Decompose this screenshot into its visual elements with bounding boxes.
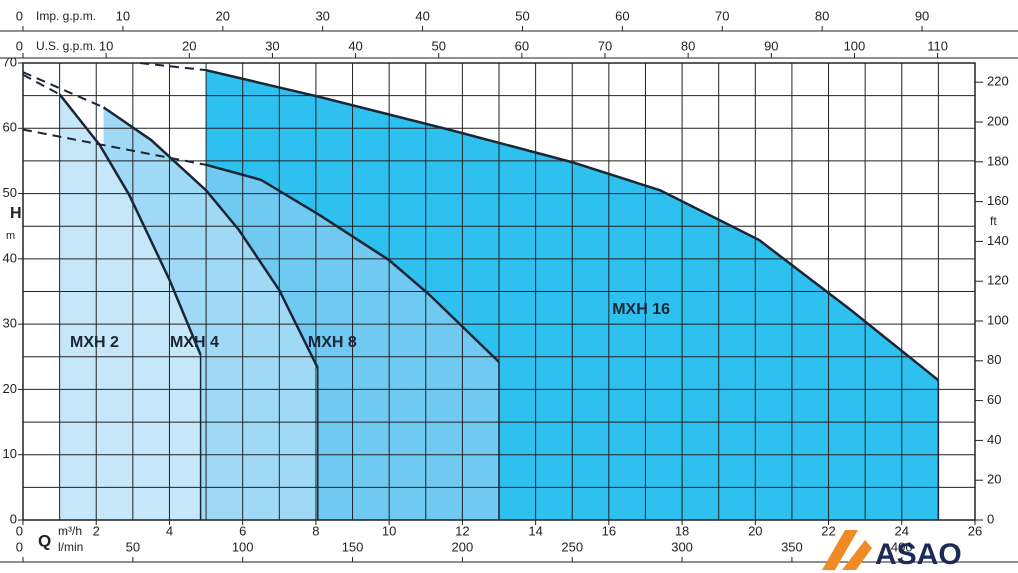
axis-unit: Imp. g.p.m. [36, 9, 96, 23]
x-tick-label: 10 [116, 8, 130, 23]
x-tick-label: 24 [895, 523, 909, 538]
x-tick-label: 100 [844, 38, 866, 53]
series-label: MXH 16 [612, 301, 670, 318]
x-tick-label: 2 [93, 523, 100, 538]
y2-tick-label: 220 [987, 74, 1009, 89]
plot-frame [22, 62, 976, 521]
x-tick-label: 14 [528, 523, 542, 538]
x-tick-label: 0 [16, 523, 23, 538]
y2-tick-label: 40 [987, 432, 1001, 447]
axis-unit: l/min [58, 540, 83, 554]
x-tick-label: 20 [748, 523, 762, 538]
y2-tick-label: 20 [987, 472, 1001, 487]
x-tick-label: 60 [515, 38, 529, 53]
x-tick-label: 90 [915, 8, 929, 23]
x-tick-label: 10 [99, 38, 113, 53]
curve [205, 68, 940, 382]
x-tick-label: 60 [615, 8, 629, 23]
y2-tick-label: 120 [987, 273, 1009, 288]
x-tick-label: 6 [239, 523, 246, 538]
x-tick-label: 18 [675, 523, 689, 538]
x-axis-unit: m³/h [58, 524, 82, 538]
x-tick-label: 200 [452, 539, 474, 554]
logo: ASAO [875, 538, 962, 571]
y2-tick-label: 100 [987, 312, 1009, 327]
x-tick-label: 110 [927, 38, 948, 53]
y2-tick-label: 0 [987, 511, 994, 526]
x-tick-label: 26 [968, 523, 982, 538]
x-tick-label: 30 [315, 8, 329, 23]
x-tick-label: 0 [16, 539, 23, 554]
x-tick-label: 40 [348, 38, 362, 53]
x-tick-label: 22 [821, 523, 835, 538]
y2-tick-label: 140 [987, 233, 1009, 248]
x-tick-label: 0 [16, 38, 23, 53]
y-axis-label: H [10, 205, 22, 222]
x-tick-label: 30 [265, 38, 279, 53]
x-tick-label: 20 [182, 38, 196, 53]
x-tick-label: 300 [671, 539, 693, 554]
x-tick-label: 350 [781, 539, 803, 554]
series-label: MXH 2 [70, 334, 119, 351]
x-tick-label: 400 [891, 539, 913, 554]
x-tick-label: 4 [166, 523, 173, 538]
x-tick-label: 0 [16, 8, 23, 23]
x-tick-label: 100 [232, 539, 254, 554]
x-tick-label: 8 [312, 523, 319, 538]
y-axis-unit: m [6, 230, 15, 242]
x-tick-label: 70 [598, 38, 612, 53]
x-tick-label: 80 [681, 38, 695, 53]
y-tick-label: 20 [3, 381, 17, 396]
series-label: MXH 8 [308, 334, 357, 351]
logo-icon [822, 530, 872, 570]
y2-tick-label: 180 [987, 153, 1009, 168]
y2-tick-label: 60 [987, 392, 1001, 407]
y-tick-label: 50 [3, 185, 17, 200]
x-axis-symbol: Q [38, 531, 51, 550]
y2-axis-unit: ft [990, 214, 997, 228]
x-tick-label: 50 [431, 38, 445, 53]
axis-unit: U.S. g.p.m. [36, 39, 96, 53]
y-tick-label: 40 [3, 250, 17, 265]
y-tick-label: 0 [10, 511, 17, 526]
y2-tick-label: 80 [987, 352, 1001, 367]
x-tick-label: 50 [515, 8, 529, 23]
x-tick-label: 150 [342, 539, 364, 554]
x-tick-label: 40 [415, 8, 429, 23]
x-tick-label: 70 [715, 8, 729, 23]
y2-tick-label: 200 [987, 113, 1009, 128]
curve-extension [22, 73, 61, 96]
curve [205, 163, 500, 363]
x-tick-label: 90 [764, 38, 778, 53]
x-tick-label: 50 [126, 539, 140, 554]
x-tick-label: 250 [561, 539, 583, 554]
curve-extension [22, 128, 207, 166]
y-tick-label: 10 [3, 446, 17, 461]
x-tick-label: 20 [216, 8, 230, 23]
x-tick-label: 80 [815, 8, 829, 23]
curve [58, 93, 202, 356]
y-tick-label: 60 [3, 120, 17, 135]
curve [102, 106, 319, 369]
x-tick-label: 12 [455, 523, 469, 538]
y-tick-label: 70 [3, 54, 17, 69]
x-tick-label: 10 [382, 523, 396, 538]
y2-tick-label: 160 [987, 193, 1009, 208]
curve-extension [140, 62, 207, 72]
area-fill [59, 94, 201, 520]
x-tick-label: 16 [602, 523, 616, 538]
y-tick-label: 30 [3, 316, 17, 331]
